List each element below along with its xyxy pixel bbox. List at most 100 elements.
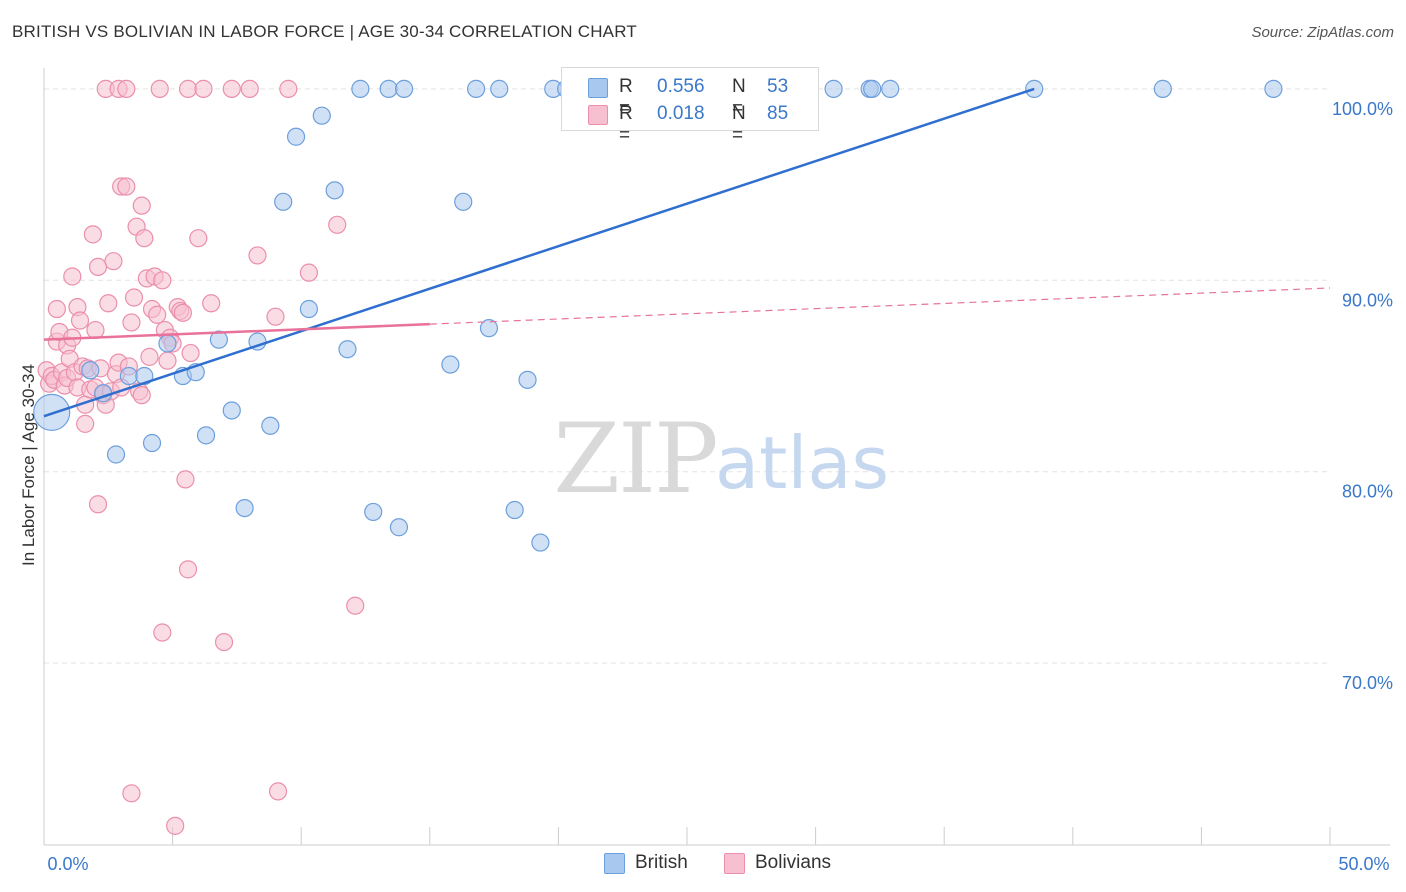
bolivians-point: [194, 79, 213, 98]
bolivians-point: [140, 347, 159, 366]
british-point: [106, 445, 126, 464]
british-point: [142, 433, 162, 453]
british-point: [1153, 79, 1172, 98]
bolivians-point: [173, 303, 192, 322]
british-point: [196, 426, 216, 445]
bolivians-point: [248, 246, 267, 265]
bolivians-point: [346, 596, 365, 615]
bolivians-point: [328, 215, 347, 234]
y-tick-label: 70.0%: [1342, 673, 1393, 693]
british-point: [824, 79, 843, 98]
british-point: [863, 79, 882, 98]
british-point: [312, 106, 331, 125]
bolivians-point: [99, 294, 118, 313]
bolivians-point: [132, 386, 151, 405]
trend-lines: [43, 87, 1331, 418]
british-point: [274, 192, 293, 211]
british-swatch: [588, 78, 608, 98]
bolivians-point: [63, 267, 82, 286]
bolivians-n-value: 85: [767, 103, 789, 124]
bolivians-point: [202, 294, 221, 313]
bolivians-point: [83, 225, 102, 244]
bolivians-point: [266, 307, 285, 326]
bolivians-point: [268, 782, 288, 801]
bolivians-point: [86, 320, 105, 340]
bolivians-point: [176, 470, 195, 489]
bolivians-legend-swatch: [724, 853, 745, 874]
british-point: [881, 79, 900, 98]
british-point: [389, 518, 409, 537]
british-point: [286, 127, 306, 146]
british-point: [158, 334, 177, 353]
bolivians-r-value: 0.018: [657, 103, 705, 124]
bolivians-point: [240, 79, 259, 98]
bolivians-point: [153, 271, 172, 290]
bolivians-point: [189, 229, 208, 248]
bolivians-r-label: R =: [619, 103, 633, 146]
bolivians-point: [158, 351, 177, 370]
british-r-value: 0.556: [657, 76, 705, 97]
british-point: [235, 498, 254, 518]
bolivians-swatch: [588, 105, 608, 125]
chart-title: BRITISH VS BOLIVIAN IN LABOR FORCE | AGE…: [12, 22, 637, 41]
british-point: [299, 299, 319, 319]
british-point: [490, 79, 509, 98]
bolivians-legend-label: Bolivians: [755, 852, 832, 873]
british-n-value: 53: [767, 76, 789, 97]
bolivians-point: [76, 414, 95, 433]
british-point: [1264, 79, 1283, 98]
british-point: [518, 370, 537, 389]
british-point: [379, 79, 398, 98]
x-tick-label: 0.0%: [47, 854, 88, 874]
bolivians-point: [178, 560, 198, 579]
axes: [43, 68, 1390, 846]
british-point: [441, 355, 460, 374]
bolivians-points: [37, 79, 365, 835]
bolivians-point: [122, 313, 141, 332]
british-point: [261, 416, 280, 435]
bolivians-point: [117, 79, 136, 98]
bolivians-trend-line-extension: [429, 287, 1331, 325]
source-label: Source: ZipAtlas.com: [1251, 24, 1394, 41]
bolivians-point: [47, 299, 66, 319]
bolivians-point: [214, 632, 234, 652]
bolivians-point: [88, 257, 108, 277]
bolivians-point: [222, 79, 241, 98]
bolivians-point: [299, 263, 319, 282]
bolivians-point: [104, 252, 123, 271]
british-point: [531, 533, 550, 552]
british-point: [209, 330, 228, 349]
bolivians-point: [88, 495, 108, 514]
tick-labels: 70.0% 80.0% 90.0% 100.0% 0.0% 50.0%: [47, 99, 1393, 874]
british-n-label: N =: [732, 76, 746, 119]
british-point: [338, 340, 357, 359]
bolivians-point: [122, 784, 141, 803]
british-point: [505, 500, 524, 520]
watermark-atlas: atlas: [715, 421, 889, 505]
bolivians-point: [181, 343, 200, 363]
british-point: [466, 79, 486, 98]
bolivians-point: [279, 79, 298, 98]
british-legend-swatch: [604, 853, 625, 874]
british-legend-label: British: [635, 852, 688, 873]
british-r-label: R =: [619, 76, 633, 119]
bolivians-point: [153, 623, 172, 642]
british-point: [119, 366, 138, 386]
grid-lines: [44, 88, 1330, 664]
x-tick-label: 50.0%: [1338, 854, 1389, 874]
british-point: [325, 181, 344, 200]
bolivians-trend-line: [43, 322, 430, 341]
bolivians-point: [178, 79, 198, 98]
watermark-zip: ZIP: [553, 403, 716, 515]
bolivians-point: [124, 288, 144, 307]
y-axis-label: In Labor Force | Age 30-34: [19, 364, 38, 566]
british-point: [135, 366, 154, 386]
bolivians-point: [148, 305, 167, 324]
bolivians-point: [132, 196, 151, 215]
british-point: [364, 502, 383, 522]
y-tick-label: 90.0%: [1342, 290, 1393, 310]
british-point: [351, 79, 370, 98]
british-point: [81, 361, 100, 380]
bolivians-point: [150, 79, 169, 98]
